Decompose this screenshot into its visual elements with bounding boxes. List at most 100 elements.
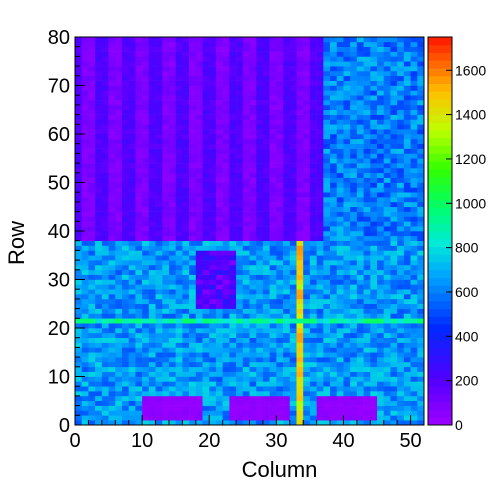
heatmap-cell	[209, 298, 217, 305]
heatmap-cell	[316, 95, 324, 101]
heatmap-cell	[236, 342, 244, 348]
heatmap-cell	[309, 245, 317, 251]
heatmap-cell	[363, 221, 371, 227]
heatmap-cell	[377, 386, 385, 392]
heatmap-cell	[155, 274, 163, 280]
heatmap-cell	[350, 41, 358, 47]
heatmap-cell	[303, 109, 311, 115]
heatmap-cell	[142, 206, 150, 212]
heatmap-cell	[135, 70, 143, 77]
heatmap-cell	[323, 264, 331, 271]
heatmap-cell	[108, 192, 116, 198]
heatmap-cell	[283, 37, 291, 43]
heatmap-cell	[330, 269, 338, 275]
heatmap-cell	[336, 80, 344, 86]
heatmap-cell	[108, 46, 116, 52]
heatmap-cell	[323, 381, 331, 387]
heatmap-cell	[330, 114, 338, 120]
heatmap-cell	[189, 129, 197, 135]
heatmap-cell	[350, 328, 358, 334]
heatmap-cell	[182, 235, 190, 241]
heatmap-cell	[262, 206, 270, 212]
heatmap-cell	[108, 80, 116, 86]
heatmap-cell	[309, 138, 317, 144]
heatmap-cell	[209, 153, 217, 159]
heatmap-cell	[88, 37, 96, 43]
heatmap-cell	[215, 41, 223, 47]
heatmap-cell	[316, 119, 324, 125]
heatmap-cell	[269, 134, 277, 140]
colorbar-segment	[428, 145, 452, 154]
heatmap-cell	[155, 357, 163, 363]
heatmap-cell	[323, 85, 331, 91]
colorbar-segment	[428, 355, 452, 364]
heatmap-cell	[202, 134, 210, 140]
heatmap-cell	[236, 391, 244, 397]
heatmap-cell	[209, 80, 217, 86]
heatmap-cell	[390, 95, 398, 101]
heatmap-cell	[229, 231, 237, 237]
heatmap-cell	[215, 415, 223, 421]
heatmap-cell	[115, 260, 123, 266]
heatmap-cell	[195, 269, 203, 275]
heatmap-cell	[81, 138, 89, 144]
heatmap-cell	[410, 85, 418, 91]
heatmap-cell	[309, 323, 317, 329]
heatmap-cell	[323, 158, 331, 164]
heatmap-cell	[88, 158, 96, 164]
heatmap-cell	[108, 361, 116, 368]
heatmap-cell	[249, 342, 257, 348]
heatmap-cell	[283, 381, 291, 387]
heatmap-cell	[182, 298, 190, 305]
heatmap-cell	[417, 129, 425, 135]
heatmap-cell	[343, 206, 351, 212]
heatmap-cell	[336, 197, 344, 203]
heatmap-cell	[397, 41, 405, 47]
heatmap-cell	[81, 269, 89, 275]
heatmap-cell	[330, 361, 338, 368]
heatmap-cell	[249, 100, 257, 106]
heatmap-cell	[115, 158, 123, 164]
heatmap-cell	[289, 114, 297, 120]
heatmap-cell	[135, 269, 143, 275]
heatmap-cell	[168, 167, 176, 174]
heatmap-cell	[101, 303, 109, 309]
heatmap-cell	[175, 100, 183, 106]
heatmap-cell	[330, 153, 338, 159]
heatmap-cell	[75, 187, 83, 193]
heatmap-cell	[356, 231, 364, 237]
heatmap-cell	[182, 75, 190, 81]
heatmap-cell	[262, 104, 270, 111]
heatmap-cell	[189, 332, 197, 338]
heatmap-cell	[417, 177, 425, 183]
heatmap-cell	[88, 298, 96, 305]
heatmap-cell	[323, 410, 331, 416]
heatmap-cell	[155, 66, 163, 72]
heatmap-cell	[222, 269, 230, 275]
heatmap-cell	[303, 37, 311, 43]
heatmap-cell	[363, 410, 371, 416]
heatmap-cell	[283, 85, 291, 91]
heatmap-cell	[195, 400, 203, 406]
heatmap-cell	[276, 289, 284, 295]
heatmap-cell	[88, 274, 96, 280]
heatmap-cell	[316, 124, 324, 130]
heatmap-cell	[115, 114, 123, 120]
heatmap-cell	[397, 235, 405, 241]
heatmap-cell	[350, 124, 358, 130]
heatmap-cell	[309, 182, 317, 188]
heatmap-cell	[242, 187, 250, 193]
heatmap-cell	[356, 284, 364, 290]
heatmap-cell	[262, 420, 270, 426]
heatmap-cell	[249, 318, 257, 324]
heatmap-cell	[370, 410, 378, 416]
heatmap-cell	[377, 138, 385, 144]
heatmap-cell	[88, 250, 96, 256]
heatmap-cell	[350, 172, 358, 178]
heatmap-cell	[128, 366, 136, 372]
heatmap-cell	[383, 100, 391, 106]
heatmap-cell	[256, 308, 264, 314]
heatmap-cell	[323, 395, 331, 402]
heatmap-cell	[256, 410, 264, 416]
heatmap-cell	[189, 405, 197, 411]
